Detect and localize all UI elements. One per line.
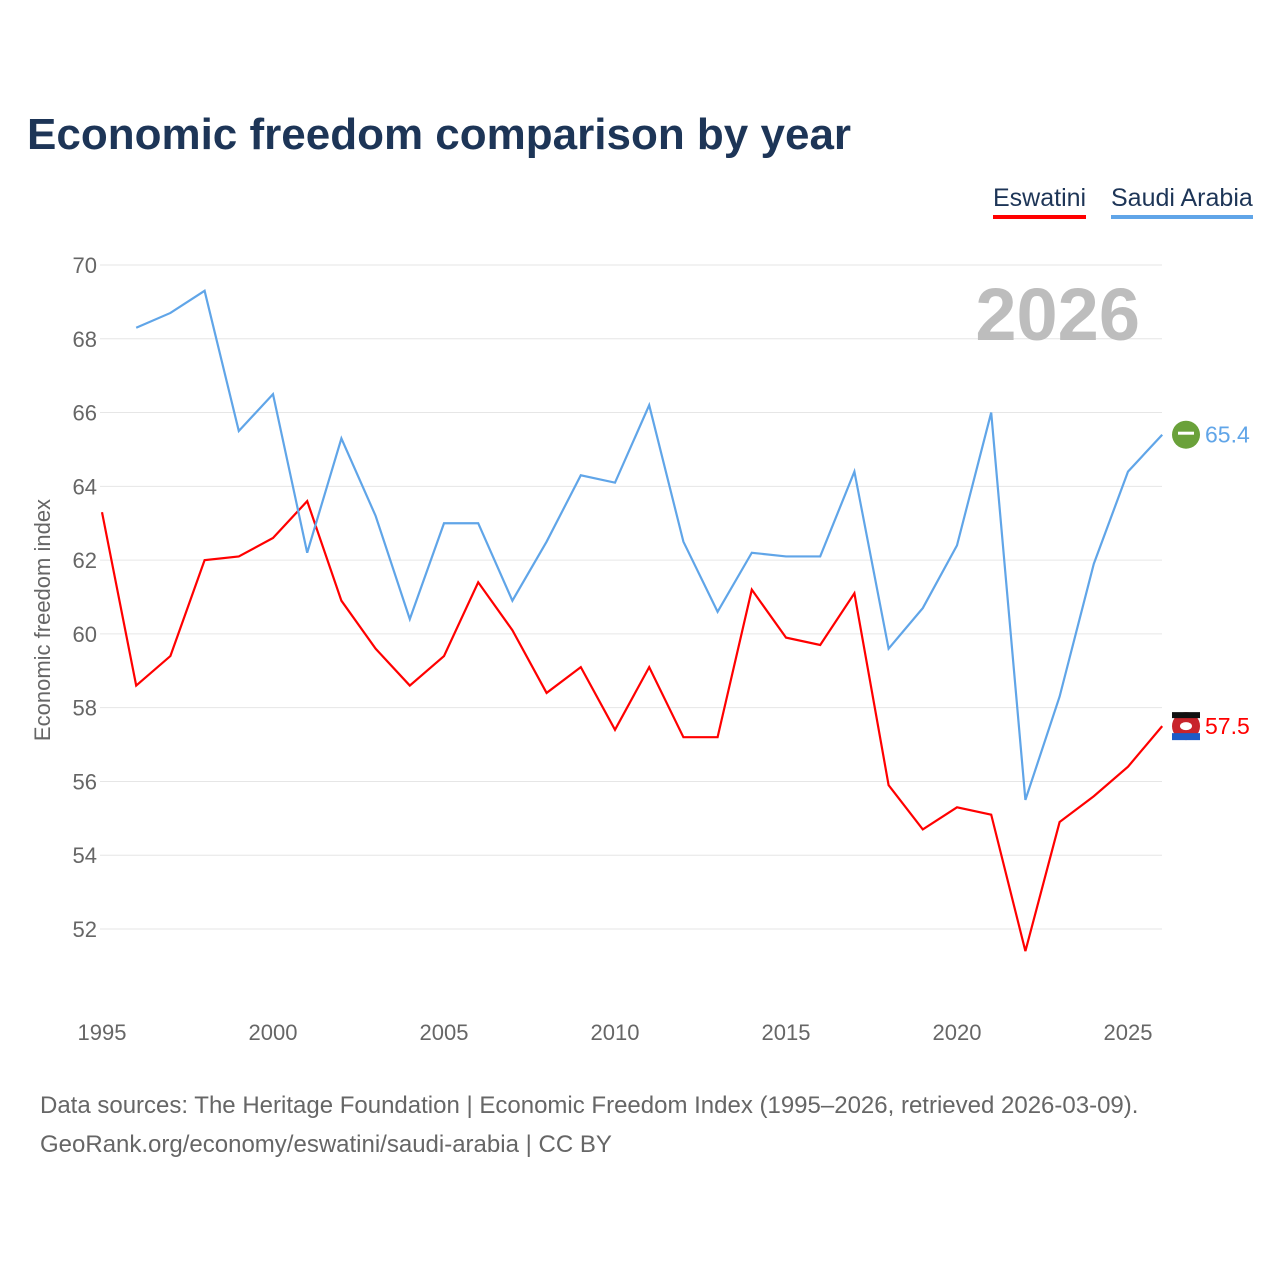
source-note: Data sources: The Heritage Foundation | … [40,1086,1138,1164]
flag-stripe [1172,733,1200,741]
end-value-label: 65.4 [1205,422,1250,448]
x-tick-label: 2025 [1104,1020,1153,1045]
x-tick-label: 1995 [78,1020,127,1045]
series-line-eswatini [100,498,1164,952]
y-tick-label: 58 [73,696,97,721]
year-annotation: 2026 [975,273,1140,356]
series-line-saudi-arabia [135,289,1164,801]
x-tick-label: 2015 [762,1020,811,1045]
x-tick-label: 2005 [420,1020,469,1045]
y-axis-label: Economic freedom index [30,499,55,741]
flag-emblem [1178,431,1194,435]
flag-stripe [1172,712,1200,719]
x-tick-label: 2010 [591,1020,640,1045]
legend-saudi-arabia[interactable]: Saudi Arabia [1111,184,1253,219]
chart-title: Economic freedom comparison by year [27,110,852,159]
legend-eswatini[interactable]: Eswatini [993,184,1087,219]
end-value-label: 57.5 [1205,713,1250,739]
flag-shield [1180,722,1192,731]
y-tick-label: 62 [73,548,97,573]
y-tick-label: 52 [73,917,97,942]
y-tick-label: 68 [73,327,97,352]
y-tick-label: 60 [73,622,97,647]
y-tick-label: 64 [73,474,97,499]
y-tick-label: 66 [73,401,97,426]
source-line-1: Data sources: The Heritage Foundation | … [40,1092,1139,1119]
x-tick-label: 2020 [933,1020,982,1045]
y-tick-label: 54 [73,843,97,868]
y-tick-label: 56 [73,769,97,794]
x-tick-label: 2000 [249,1020,298,1045]
source-line-2[interactable]: GeoRank.org/economy/eswatini/saudi-arabi… [40,1131,612,1158]
y-tick-label: 70 [73,253,97,278]
